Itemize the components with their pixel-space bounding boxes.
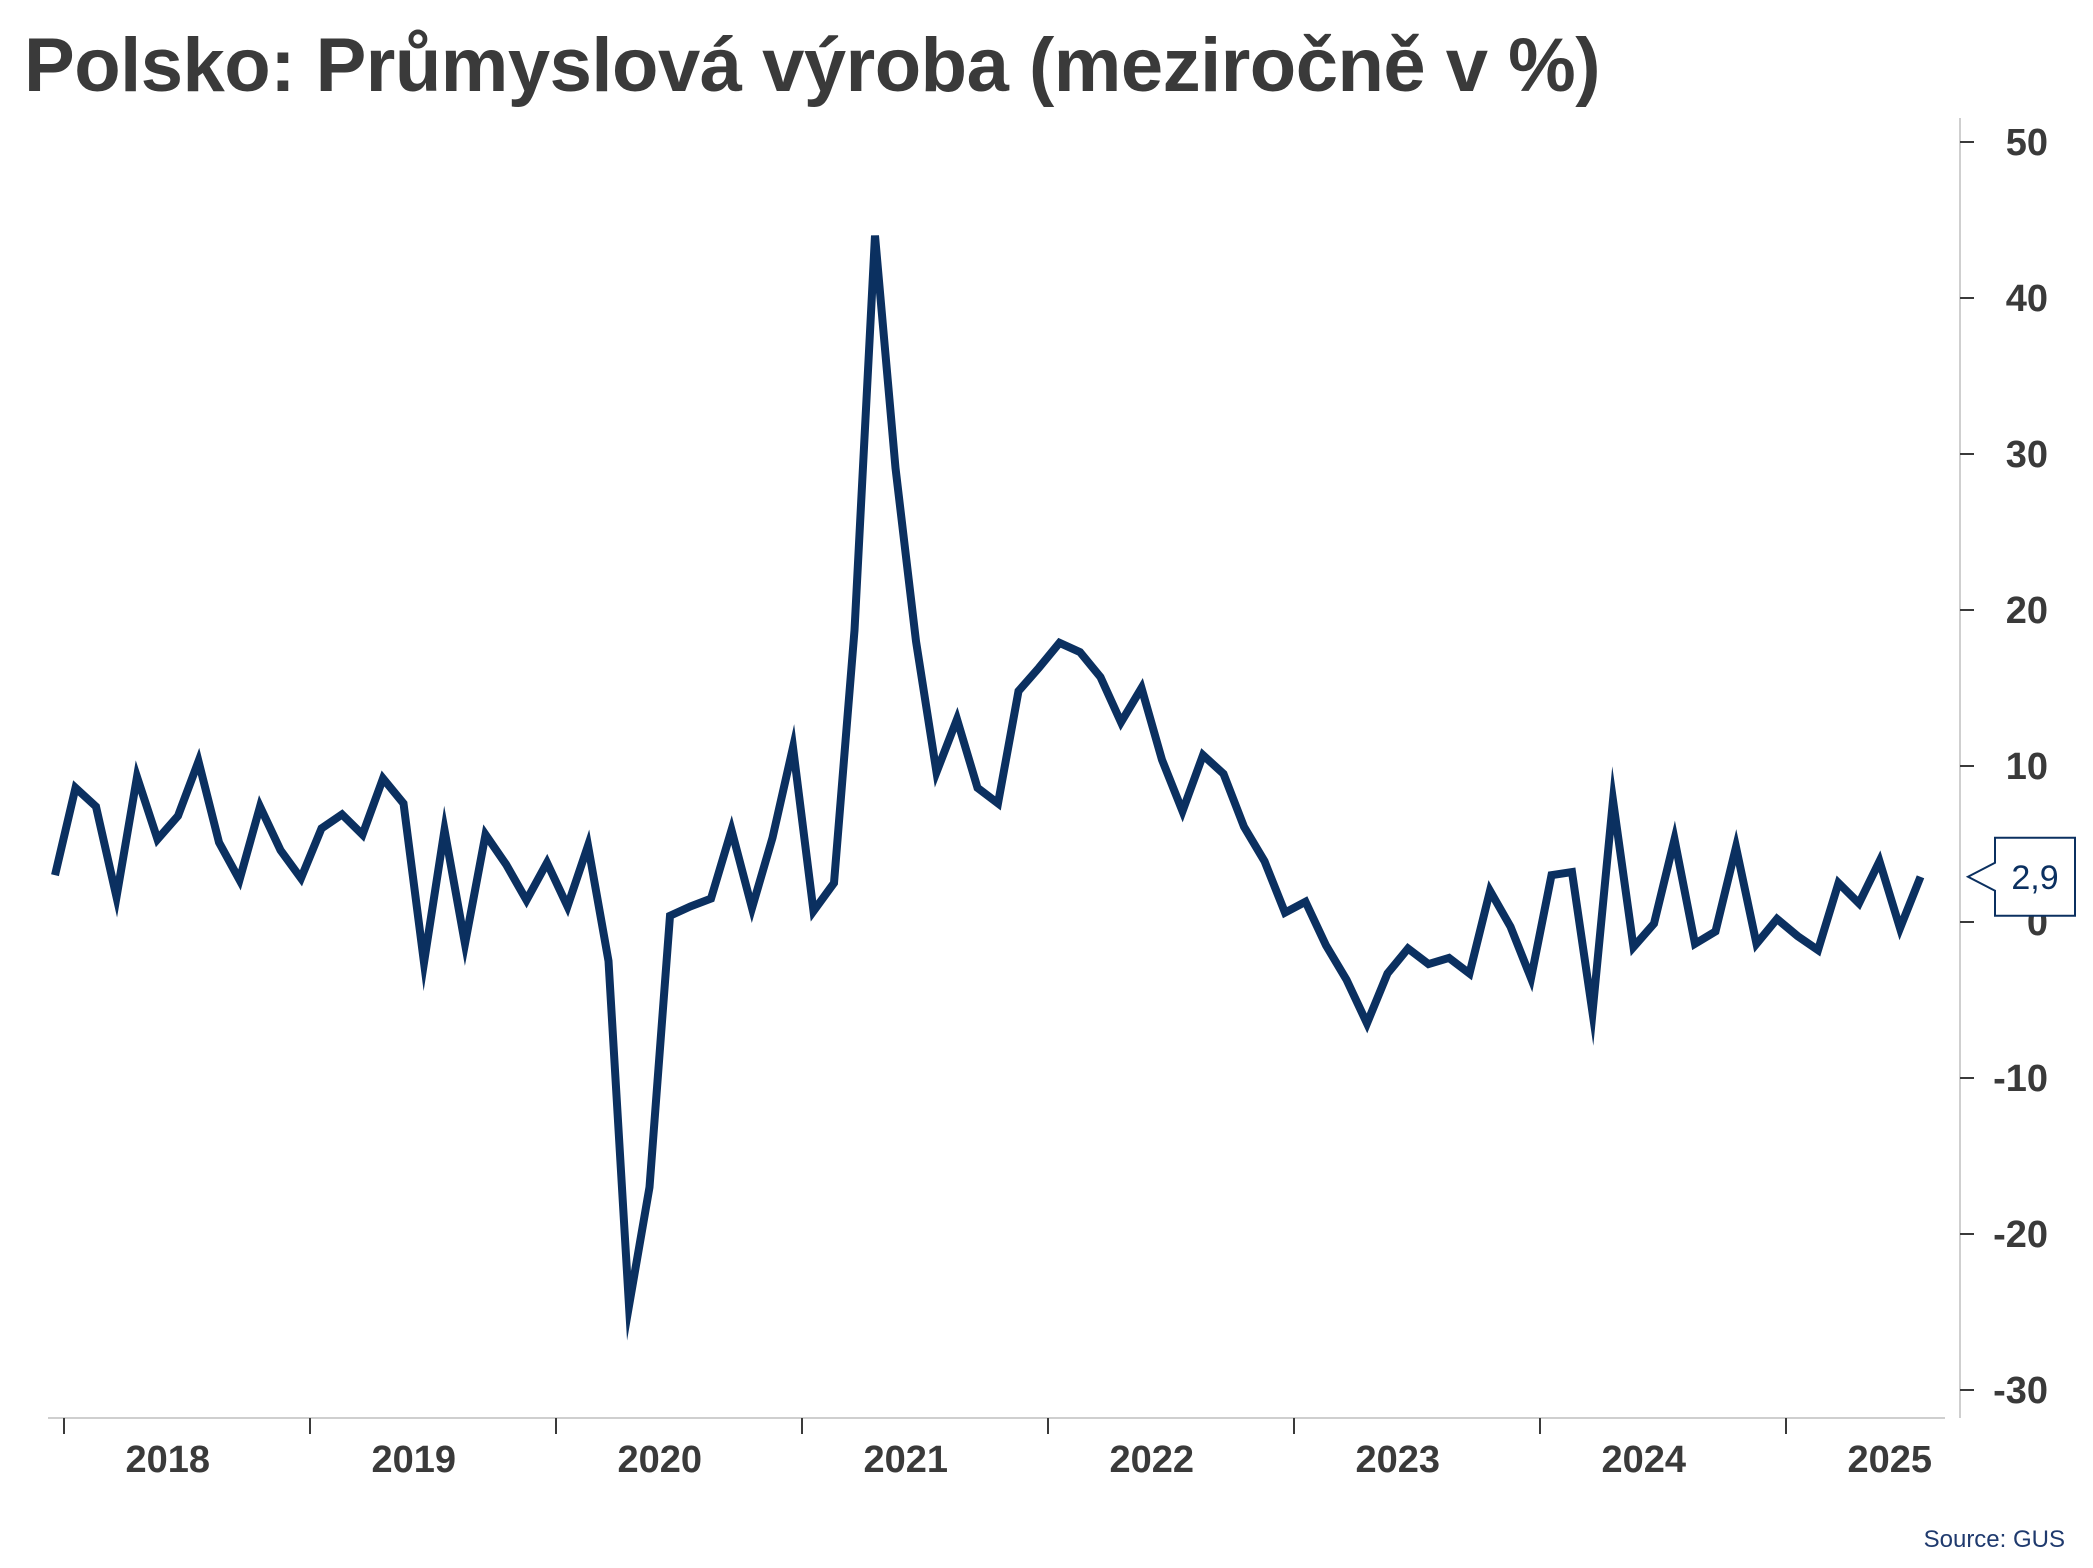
y-tick-label: 40 bbox=[2006, 278, 2048, 320]
y-tick-label: 20 bbox=[2006, 590, 2048, 632]
x-axis: 2018 2019 2020 2021 2022 2023 2024 2025 bbox=[48, 1417, 1945, 1481]
chart-title: Polsko: Průmyslová výroba (meziročně v %… bbox=[24, 23, 1601, 108]
x-tick-label: 2024 bbox=[1601, 1439, 1686, 1481]
x-tick-label: 2022 bbox=[1109, 1439, 1194, 1481]
x-tick-label: 2018 bbox=[125, 1439, 210, 1481]
y-tick-label: 10 bbox=[2006, 746, 2048, 788]
series-layer bbox=[51, 235, 1925, 1341]
x-tick-label: 2023 bbox=[1355, 1439, 1440, 1481]
y-tick-label: -20 bbox=[1993, 1214, 2048, 1256]
y-tick-label: -30 bbox=[1993, 1370, 2048, 1412]
y-tick-label: 50 bbox=[2006, 122, 2048, 164]
last-value-callout: 2,9 bbox=[1965, 836, 2076, 917]
x-tick-label: 2021 bbox=[863, 1439, 948, 1481]
x-tick-label: 2025 bbox=[1847, 1439, 1932, 1481]
x-tick-label: 2020 bbox=[617, 1439, 702, 1481]
series-line bbox=[51, 235, 1925, 1341]
x-tick-label: 2019 bbox=[371, 1439, 456, 1481]
y-tick-label: -10 bbox=[1993, 1058, 2048, 1100]
last-value-label: 2,9 bbox=[2011, 859, 2058, 897]
callout-box bbox=[1965, 836, 2076, 917]
y-tick-label: 30 bbox=[2006, 434, 2048, 476]
source-note: Source: GUS bbox=[1923, 1526, 2065, 1553]
